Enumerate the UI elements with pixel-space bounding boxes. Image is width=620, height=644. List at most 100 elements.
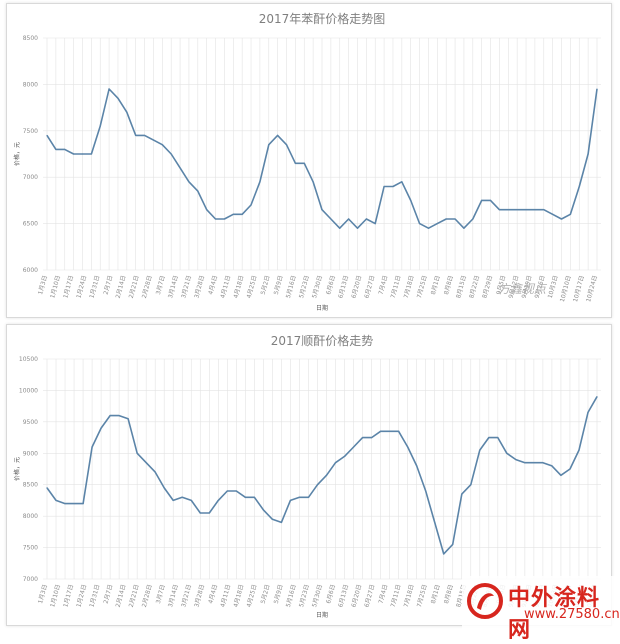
x-tick-label: 3月7日 xyxy=(155,275,167,296)
x-tick-label: 2月7日 xyxy=(103,275,115,296)
x-tick-label: 3月7日 xyxy=(155,584,167,605)
x-tick-label: 6月27日 xyxy=(363,275,376,299)
data-point xyxy=(208,512,210,514)
data-point xyxy=(64,148,66,150)
x-tick-label: 7月25日 xyxy=(416,275,429,299)
data-point xyxy=(294,162,296,164)
data-point xyxy=(99,125,101,127)
data-point xyxy=(73,153,75,155)
data-point xyxy=(434,521,436,524)
x-tick-label: 5月30日 xyxy=(311,584,324,608)
x-axis-label: 日期 xyxy=(316,304,328,312)
x-tick-label: 2月14日 xyxy=(115,584,128,608)
x-tick-label: 3月21日 xyxy=(180,584,193,608)
data-point xyxy=(552,213,554,215)
data-point xyxy=(436,223,438,225)
data-point xyxy=(578,185,580,188)
data-point xyxy=(127,418,129,420)
data-point xyxy=(401,181,403,183)
x-tick-label: 6月13日 xyxy=(337,275,350,299)
y-axis-label: 价格，元 xyxy=(13,457,21,481)
data-point xyxy=(108,88,110,90)
x-tick-label: 8月8日 xyxy=(443,584,455,605)
x-tick-label: 1月24日 xyxy=(75,584,88,608)
data-point xyxy=(587,411,589,414)
data-point xyxy=(206,209,208,211)
data-point xyxy=(374,223,376,225)
data-point xyxy=(418,223,421,225)
data-point xyxy=(259,181,261,183)
data-point xyxy=(152,139,155,141)
x-tick-label: 3月14日 xyxy=(167,584,180,608)
x-tick-label: 1月3日 xyxy=(37,275,49,296)
x-tick-label: 4月4日 xyxy=(207,275,219,296)
data-point xyxy=(392,185,394,188)
data-point xyxy=(46,487,48,489)
data-point xyxy=(352,446,355,448)
data-point xyxy=(250,204,252,206)
data-point xyxy=(525,209,527,211)
chart-title: 2017顺酐价格走势 xyxy=(271,333,374,348)
data-point xyxy=(380,430,382,432)
x-tick-label: 5月9日 xyxy=(273,275,285,296)
data-point xyxy=(507,209,509,211)
x-tick-label: 2月28日 xyxy=(141,275,154,299)
data-point xyxy=(244,496,246,498)
x-tick-label: 1月31日 xyxy=(88,584,101,608)
data-point xyxy=(370,436,373,439)
data-point xyxy=(126,111,128,113)
data-point xyxy=(569,213,571,215)
y-tick-label: 8500 xyxy=(23,35,38,42)
x-tick-label: 7月11日 xyxy=(390,275,403,299)
x-tick-label: 9月5日 xyxy=(495,275,507,296)
y-axis-label: 价格，元 xyxy=(13,142,21,166)
data-point xyxy=(479,449,481,451)
brand-name: 中外涂料网 xyxy=(508,586,601,643)
x-tick-label: 4月25日 xyxy=(246,275,259,299)
data-point xyxy=(64,502,66,505)
data-point xyxy=(277,134,279,137)
x-tick-label: 4月11日 xyxy=(219,584,232,608)
y-tick-label: 8000 xyxy=(23,81,38,88)
x-tick-label: 2月28日 xyxy=(141,584,154,608)
data-point xyxy=(280,521,283,524)
data-point xyxy=(117,97,119,99)
data-point xyxy=(46,134,48,137)
data-point xyxy=(334,462,337,464)
data-point xyxy=(398,430,400,432)
y-tick-label: 7000 xyxy=(23,576,38,583)
x-tick-label: 7月4日 xyxy=(378,275,390,296)
data-point xyxy=(181,496,183,498)
x-tick-label: 8月1日 xyxy=(430,275,442,296)
data-point xyxy=(316,484,319,486)
data-point xyxy=(172,499,174,502)
data-point xyxy=(343,455,346,458)
data-point xyxy=(569,468,571,470)
data-point xyxy=(443,553,445,555)
x-tick-label: 6月20日 xyxy=(350,275,363,299)
data-point xyxy=(560,218,563,220)
x-tick-label: 4月11日 xyxy=(219,275,232,299)
data-point xyxy=(534,209,536,211)
data-point xyxy=(170,153,172,155)
data-point xyxy=(356,227,359,229)
data-point xyxy=(348,218,350,220)
x-tick-label: 6月6日 xyxy=(325,275,337,296)
y-tick-label: 10000 xyxy=(19,387,38,394)
x-tick-label: 6月20日 xyxy=(350,584,363,608)
x-tick-label: 8月8日 xyxy=(443,275,455,296)
data-point xyxy=(407,446,409,448)
data-point xyxy=(578,449,580,451)
x-tick-label: 6月27日 xyxy=(363,584,376,608)
data-point xyxy=(596,396,598,398)
x-tick-label: 1月3日 xyxy=(37,584,49,605)
chart-title: 2017年苯酐价格走势图 xyxy=(259,11,386,26)
data-point xyxy=(81,153,84,155)
data-point xyxy=(268,144,270,146)
x-tick-label: 5月30日 xyxy=(311,275,324,299)
x-tick-label: 1月10日 xyxy=(49,275,62,299)
data-point xyxy=(427,227,430,229)
x-tick-label: 5月23日 xyxy=(298,584,311,608)
x-tick-label: 8月1日 xyxy=(430,584,442,605)
x-tick-label: 3月21日 xyxy=(180,275,193,299)
